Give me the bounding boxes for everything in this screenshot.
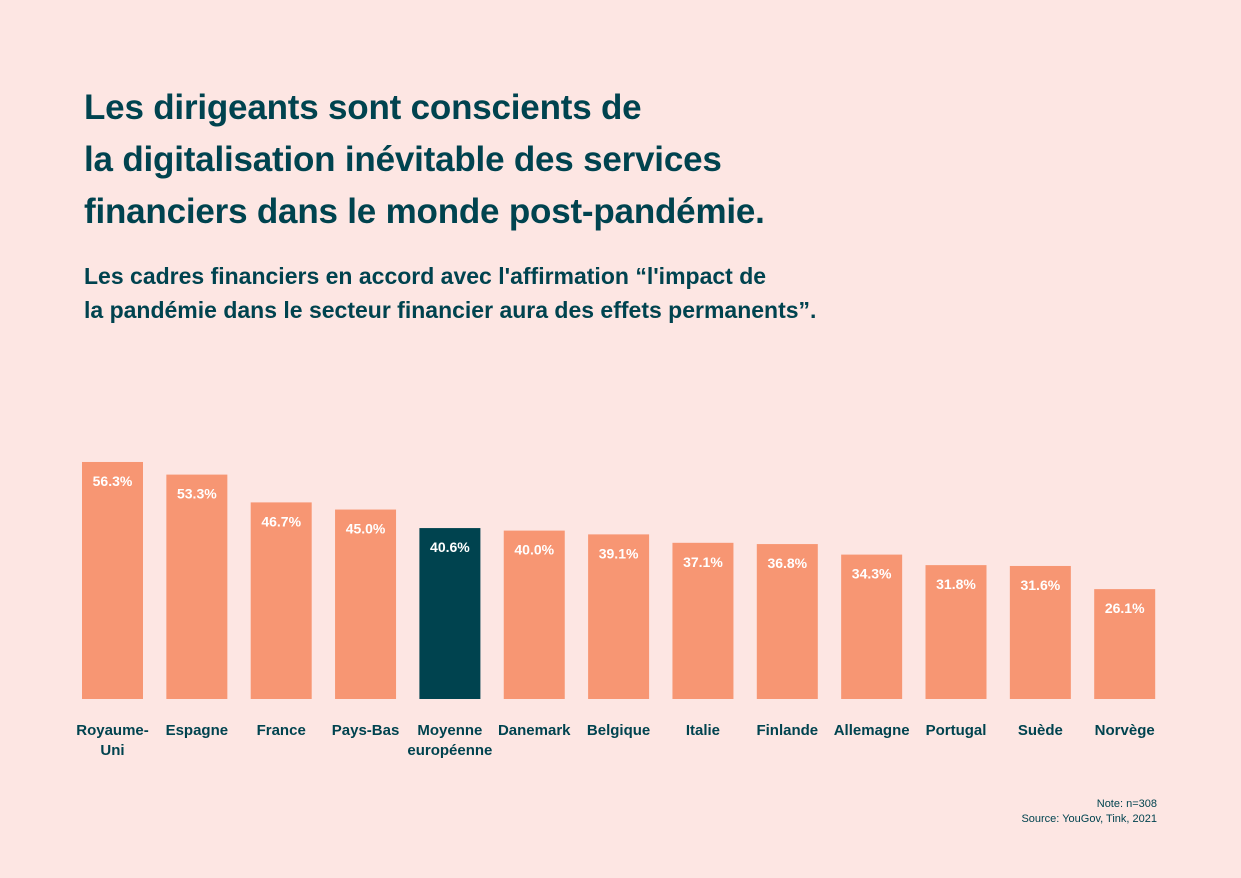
x-tick-label: Danemark: [498, 722, 571, 739]
bar: [672, 542, 734, 699]
bar: [925, 565, 987, 699]
bar: [419, 528, 481, 699]
x-tick-label: Allemagne: [834, 722, 910, 739]
data-label: 31.8%: [936, 576, 976, 592]
data-label: 53.3%: [177, 486, 217, 502]
bar: [1009, 565, 1071, 699]
bar: [756, 544, 818, 699]
data-label: 39.1%: [599, 545, 639, 561]
bar: [335, 509, 397, 699]
x-tick-label: Espagne: [166, 722, 229, 739]
x-tick-label: Royaume-Uni: [76, 722, 149, 759]
data-label: 45.0%: [346, 521, 386, 537]
data-label: 56.3%: [93, 473, 133, 489]
note-text: Note: n=308: [1096, 798, 1157, 810]
x-tick-label: Italie: [686, 722, 720, 739]
data-label: 37.1%: [683, 554, 723, 570]
x-tick-label: Moyenne européenne: [407, 722, 492, 759]
x-tick-label: Finlande: [756, 722, 818, 739]
bar: [166, 474, 228, 699]
x-tick-label: Belgique: [587, 722, 650, 739]
chart-subtitle: Les cadres financiers en accord avec l'a…: [84, 263, 817, 323]
bar: [503, 530, 565, 699]
data-label: 34.3%: [852, 566, 892, 582]
data-label: 26.1%: [1105, 600, 1145, 616]
x-tick-label: Portugal: [926, 722, 987, 739]
bar: [588, 534, 650, 699]
x-tick-label: Suède: [1018, 722, 1063, 739]
bar: [1094, 589, 1156, 699]
x-tick-label: Pays-Bas: [332, 722, 400, 739]
x-tick-label: France: [257, 722, 306, 739]
data-label: 40.0%: [514, 542, 554, 558]
footnote: Note: n=308 Source: YouGov, Tink, 2021: [1021, 797, 1157, 827]
x-tick-label: Norvège: [1095, 722, 1155, 739]
data-label: 46.7%: [261, 513, 301, 529]
bar: [82, 461, 143, 699]
data-label: 31.6%: [1020, 577, 1060, 593]
bar: [841, 554, 903, 699]
data-label: 40.6%: [430, 539, 470, 555]
data-label: 36.8%: [767, 555, 807, 571]
chart-title: Les dirigeants sont conscients de la dig…: [84, 88, 765, 231]
bar: [250, 502, 312, 699]
source-text: Source: YouGov, Tink, 2021: [1021, 813, 1157, 825]
